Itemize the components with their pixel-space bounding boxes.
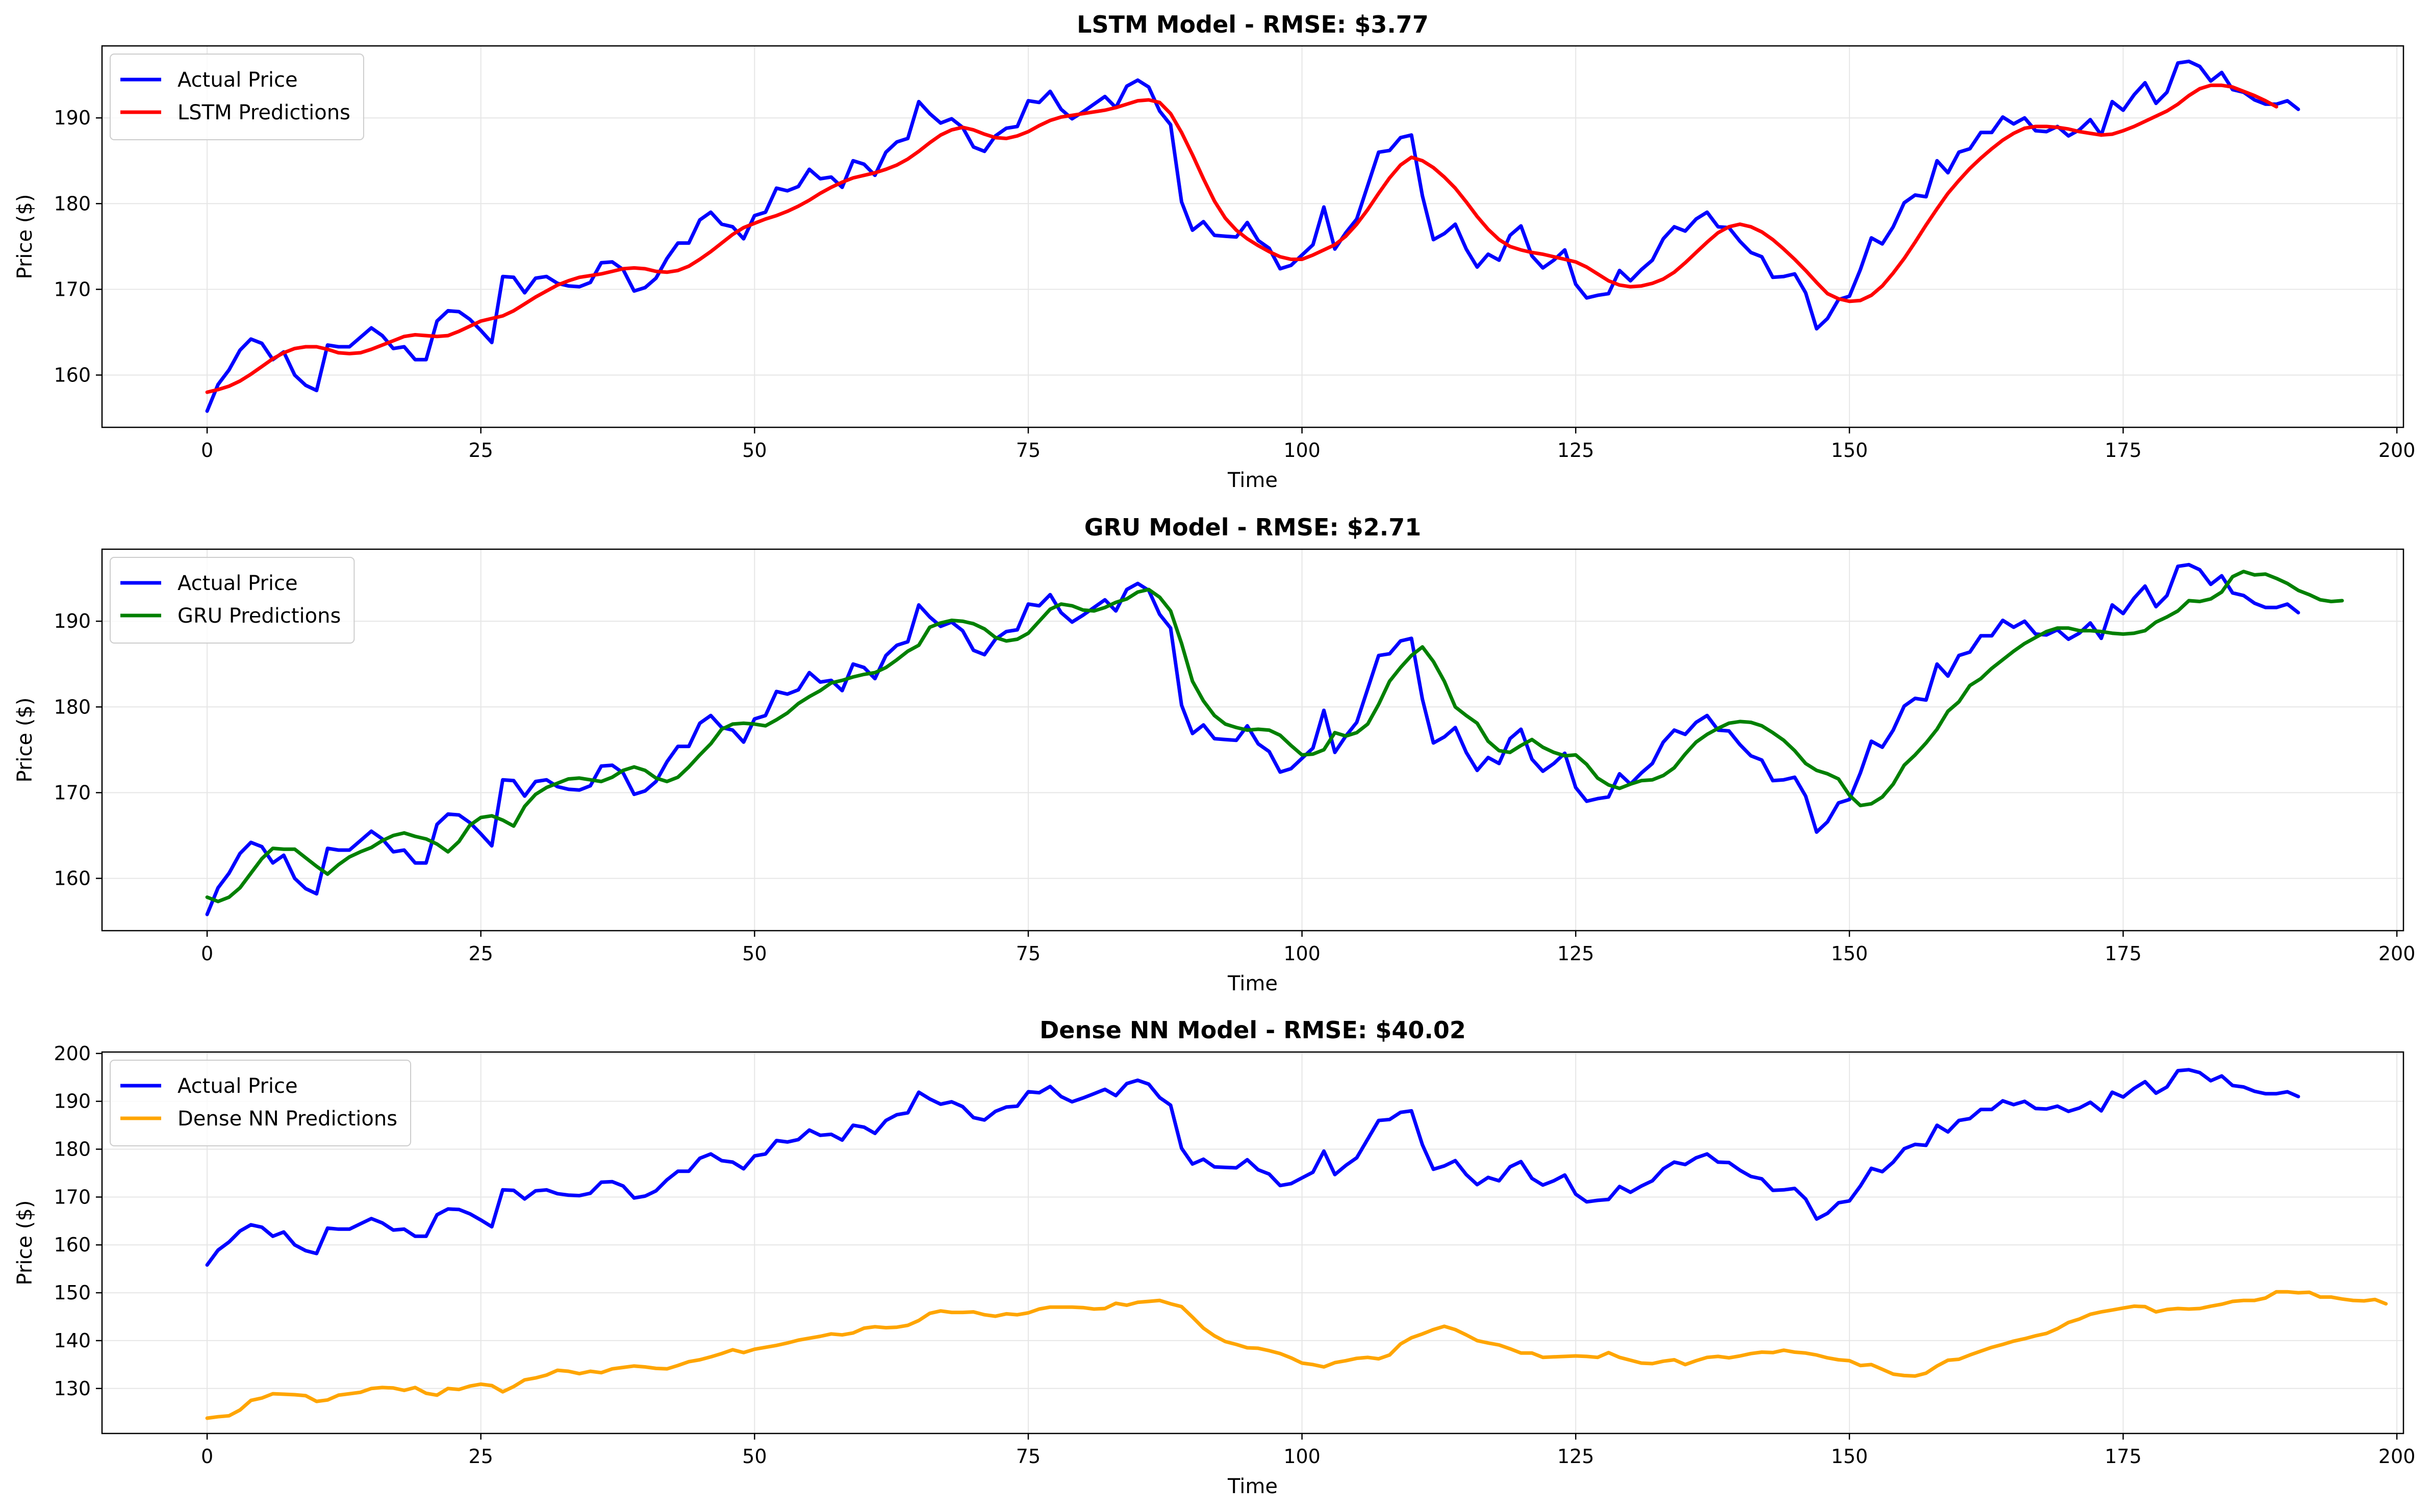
dense-legend-box <box>110 1060 412 1146</box>
gru-x-tick-label: 175 <box>2105 942 2142 965</box>
lstm-legend-label: Actual Price <box>178 68 298 92</box>
gru-x-tick-label: 50 <box>742 942 767 965</box>
lstm-y-tick-label: 160 <box>54 364 91 386</box>
dense-x-tick-label: 0 <box>201 1445 213 1468</box>
lstm-y-axis-label: Price ($) <box>13 194 37 279</box>
gru-x-tick-label: 125 <box>1557 942 1594 965</box>
dense-y-tick-label: 170 <box>54 1186 91 1208</box>
lstm-x-tick-label: 175 <box>2105 439 2142 462</box>
gru-grid <box>102 549 2403 931</box>
gru-x-axis-label: Time <box>1227 972 1278 995</box>
lstm-x-tick-label: 0 <box>201 439 213 462</box>
dense-x-tick-label: 100 <box>1283 1445 1321 1468</box>
lstm-plot-frame <box>101 45 2404 428</box>
lstm-y-tick-label: 180 <box>54 192 91 215</box>
dense-y-tick-label: 160 <box>54 1234 91 1256</box>
dense-series-1-line <box>205 1290 2388 1420</box>
lstm-legend-box <box>110 54 364 140</box>
gru-x-tick-label: 0 <box>201 942 213 965</box>
gru-x-tick-label: 200 <box>2378 942 2416 965</box>
dense-series-0-line <box>205 1068 2300 1267</box>
dense-x-tick-label: 175 <box>2105 1445 2142 1468</box>
dense-y-tick-label: 130 <box>54 1377 91 1400</box>
lstm-legend: Actual Price LSTM Predictions <box>110 54 364 140</box>
gru-plot-frame <box>101 548 2404 932</box>
dense-legend-label: Dense NN Predictions <box>178 1107 397 1131</box>
dense-x-tick-label: 25 <box>469 1445 493 1468</box>
lstm-x-ticks: 0 25 50 75 100 125 150 175 200 <box>201 427 2415 462</box>
lstm-x-tick-label: 125 <box>1557 439 1594 462</box>
gru-x-tick-label: 100 <box>1283 942 1321 965</box>
dense-x-ticks: 0 25 50 75 100 125 150 175 200 <box>201 1433 2415 1468</box>
gru-x-ticks: 0 25 50 75 100 125 150 175 200 <box>201 931 2415 965</box>
lstm-panel-title: LSTM Model - RMSE: $3.77 <box>1077 11 1429 38</box>
gru-x-tick-label: 25 <box>469 942 493 965</box>
dense-x-tick-label: 200 <box>2378 1445 2416 1468</box>
lstm-x-axis-label: Time <box>1227 469 1278 492</box>
dense-y-axis-label: Price ($) <box>13 1200 37 1286</box>
dense-x-tick-label: 125 <box>1557 1445 1594 1468</box>
dense-panel-title: Dense NN Model - RMSE: $40.02 <box>1040 1016 1466 1044</box>
dense-legend: Actual Price Dense NN Predictions <box>110 1060 412 1146</box>
lstm-x-tick-label: 200 <box>2378 439 2416 462</box>
dense-y-tick-label: 140 <box>54 1329 91 1352</box>
lstm-series-0-line <box>205 59 2300 413</box>
gru-y-tick-label: 180 <box>54 696 91 718</box>
dense-y-tick-label: 180 <box>54 1138 91 1161</box>
gru-panel: GRU Model - RMSE: $2.71 0 25 50 75 100 125 150… <box>13 514 2415 995</box>
dense-y-tick-label: 200 <box>54 1042 91 1065</box>
dense-series <box>205 1068 2388 1420</box>
dense-y-tick-label: 150 <box>54 1282 91 1304</box>
lstm-series-1-line <box>205 83 2278 394</box>
dense-y-ticks: 130 140 150 160 170 180 190 200 <box>54 1042 102 1400</box>
gru-y-axis-label: Price ($) <box>13 698 37 783</box>
gru-y-tick-label: 190 <box>54 610 91 632</box>
gru-legend-box <box>110 557 355 644</box>
dense-panel: Dense NN Model - RMSE: $40.02 0 25 50 75 100… <box>13 1016 2415 1498</box>
dense-x-tick-label: 150 <box>1831 1445 1868 1468</box>
dense-x-tick-label: 75 <box>1016 1445 1041 1468</box>
lstm-legend-label: LSTM Predictions <box>178 101 350 124</box>
gru-y-tick-label: 160 <box>54 867 91 889</box>
lstm-x-tick-label: 75 <box>1016 439 1041 462</box>
lstm-x-tick-label: 100 <box>1283 439 1321 462</box>
dense-x-axis-label: Time <box>1227 1475 1278 1498</box>
lstm-panel: LSTM Model - RMSE: $3.77 0 25 50 75 100 125 15… <box>13 11 2415 492</box>
gru-legend-label: Actual Price <box>178 572 298 595</box>
lstm-y-tick-label: 170 <box>54 278 91 300</box>
gru-panel-title: GRU Model - RMSE: $2.71 <box>1084 514 1422 541</box>
gru-y-ticks: 160 170 180 190 <box>54 610 102 889</box>
gru-x-tick-label: 150 <box>1831 942 1868 965</box>
gru-legend-label: GRU Predictions <box>178 604 341 628</box>
lstm-x-tick-label: 25 <box>469 439 493 462</box>
gru-series <box>205 562 2344 916</box>
dense-y-tick-label: 190 <box>54 1090 91 1113</box>
lstm-x-tick-label: 50 <box>742 439 767 462</box>
dense-plot-frame <box>101 1051 2404 1434</box>
dense-x-tick-label: 50 <box>742 1445 767 1468</box>
lstm-series <box>205 59 2300 413</box>
lstm-y-ticks: 160 170 180 190 <box>54 107 102 386</box>
gru-y-tick-label: 170 <box>54 781 91 804</box>
lstm-y-tick-label: 190 <box>54 107 91 129</box>
gru-series-1-line <box>205 570 2344 904</box>
dense-legend-label: Actual Price <box>178 1074 298 1098</box>
gru-x-tick-label: 75 <box>1016 942 1041 965</box>
lstm-x-tick-label: 150 <box>1831 439 1868 462</box>
gru-legend: Actual Price GRU Predictions <box>110 557 355 644</box>
